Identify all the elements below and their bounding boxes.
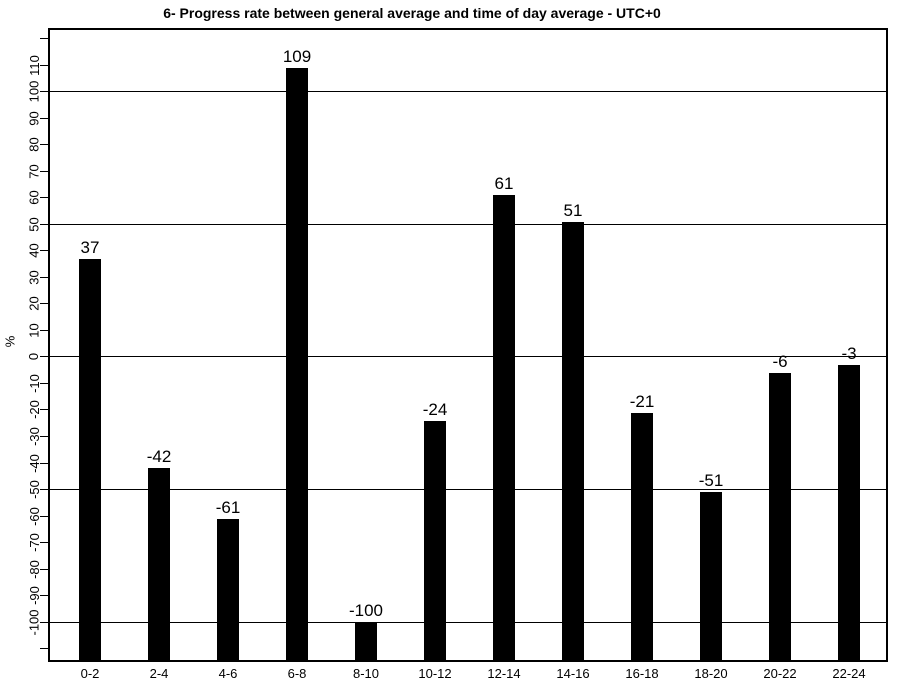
bar-0-2 <box>79 258 101 662</box>
y-axis-tick <box>40 91 48 93</box>
y-axis-tick <box>40 250 48 252</box>
y-axis-tick <box>40 409 48 411</box>
x-axis-category-label: 10-12 <box>418 666 452 681</box>
y-axis-tick <box>40 489 48 491</box>
y-axis-tick <box>40 542 48 544</box>
y-axis-tick-label-text: -50 <box>26 480 42 499</box>
bar-value-label: 61 <box>494 174 514 194</box>
bar-value-label: 109 <box>282 46 312 66</box>
x-axis-category-label: 2-4 <box>149 666 169 681</box>
gridline-0 <box>48 356 888 358</box>
bar-value-label: -100 <box>348 601 384 621</box>
y-axis-tick <box>40 621 48 623</box>
y-axis-tick <box>40 303 48 305</box>
x-axis-category-label: 14-16 <box>556 666 590 681</box>
bar-22-24 <box>838 364 860 662</box>
y-axis-tick <box>40 568 48 570</box>
y-axis-tick <box>40 144 48 146</box>
gridline--100 <box>48 621 888 623</box>
gridline--50 <box>48 489 888 491</box>
x-axis-category-label: 8-10 <box>352 666 380 681</box>
bar-value-label: -21 <box>629 391 655 411</box>
y-axis-tick-label-text: 20 <box>26 296 42 312</box>
y-axis-tick-label-text: 100 <box>26 80 42 103</box>
bar-value-label: -51 <box>698 471 724 491</box>
y-axis-tick <box>40 276 48 278</box>
y-axis-tick <box>40 170 48 172</box>
bar-16-18 <box>631 412 653 662</box>
bar-8-10 <box>355 622 377 662</box>
y-axis-tick-label-text: 30 <box>26 270 42 285</box>
y-axis-tick-label-text: 110 <box>26 54 42 76</box>
y-axis-tick <box>40 515 48 517</box>
y-axis-tick <box>40 595 48 597</box>
bar-20-22 <box>769 372 791 662</box>
chart-title: 6- Progress rate between general average… <box>163 5 661 21</box>
y-axis-tick <box>40 436 48 438</box>
y-axis-tick-label-text: 10 <box>26 323 42 338</box>
x-axis-category-label: 20-22 <box>763 666 797 681</box>
y-axis-tick <box>40 38 48 40</box>
y-axis-tick-label-text: -60 <box>26 506 42 526</box>
y-axis-tick-label-text: 90 <box>26 110 42 126</box>
plot-area <box>48 28 888 662</box>
bar-value-label: -6 <box>772 351 788 371</box>
bar-value-label: -61 <box>215 497 241 517</box>
y-axis-tick <box>40 197 48 199</box>
gridline-50 <box>48 223 888 225</box>
x-axis-category-label: 6-8 <box>287 666 307 681</box>
bar-value-label: 37 <box>80 237 100 257</box>
x-axis-category-label: 16-18 <box>625 666 659 681</box>
y-axis-tick-label-text: -30 <box>26 427 42 446</box>
bar-value-label: -3 <box>841 343 857 363</box>
bar-value-label: -24 <box>422 399 448 419</box>
y-axis-tick-label-text: -10 <box>26 374 42 393</box>
y-axis-tick-label-text: 80 <box>26 137 42 152</box>
y-axis-tick-label-text: -80 <box>26 559 42 579</box>
y-axis-tick <box>40 356 48 358</box>
y-axis-tick <box>40 117 48 119</box>
y-axis-tick-label-text: -100 <box>26 609 42 636</box>
y-axis-tick <box>40 223 48 225</box>
y-axis-tick-label-text: -90 <box>26 586 42 606</box>
y-axis-tick <box>40 382 48 384</box>
bar-value-label: 51 <box>563 200 583 220</box>
y-axis-tick <box>40 648 48 650</box>
y-axis-tick-label-text: 60 <box>26 190 42 205</box>
bar-6-8 <box>286 67 308 662</box>
bar-18-20 <box>700 492 722 662</box>
gridline-100 <box>48 91 888 93</box>
x-axis-category-label: 18-20 <box>694 666 728 681</box>
y-axis-tick <box>40 462 48 464</box>
x-axis-category-label: 22-24 <box>832 666 866 681</box>
y-axis-tick-label-text: 0 <box>26 353 42 361</box>
x-axis-category-label: 0-2 <box>80 666 100 681</box>
bar-10-12 <box>424 420 446 662</box>
bar-2-4 <box>148 468 170 662</box>
bar-4-6 <box>217 518 239 662</box>
y-axis-tick-label-text: 70 <box>26 164 42 179</box>
x-axis-category-label: 4-6 <box>218 666 238 681</box>
y-axis-tick-label-text: -20 <box>26 400 42 420</box>
y-axis-tick-label-text: -70 <box>26 533 42 553</box>
y-axis-tick-label-text: -40 <box>26 453 42 473</box>
y-axis-tick-label-text: 50 <box>26 217 42 232</box>
x-axis-category-label: 12-14 <box>487 666 521 681</box>
y-axis-title-text: % <box>2 335 18 347</box>
bar-14-16 <box>562 221 584 662</box>
y-axis-tick <box>40 64 48 66</box>
bar-12-14 <box>493 195 515 662</box>
y-axis-tick <box>40 329 48 331</box>
bar-value-label: -42 <box>146 447 172 467</box>
y-axis-tick-label-text: 40 <box>26 243 42 259</box>
